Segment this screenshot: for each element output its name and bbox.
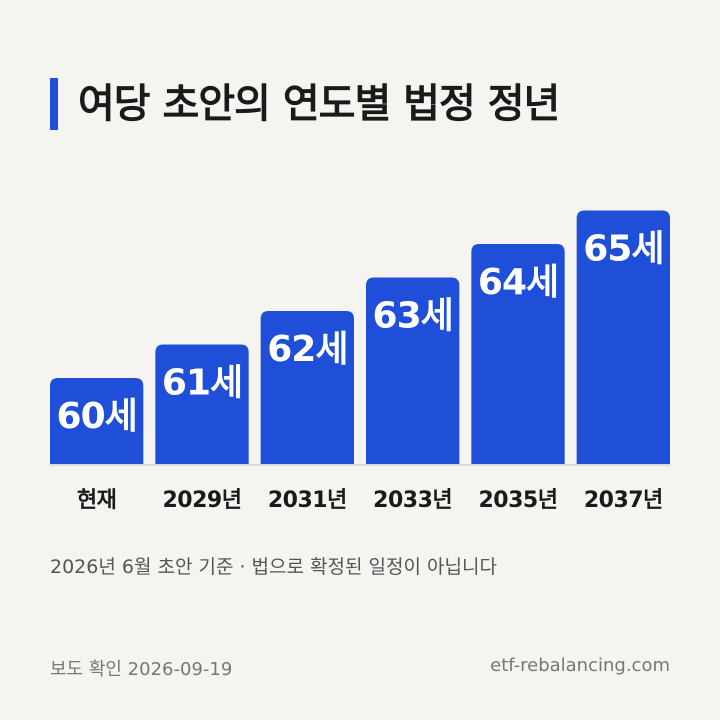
bar-2 [260, 311, 354, 464]
report-date: 보도 확인 2026-09-19 [50, 659, 233, 680]
category-label: 2035년 [479, 488, 558, 513]
bar-value-label: 60세 [57, 396, 137, 437]
category-label: 현재 [77, 488, 116, 513]
footnote: 2026년 6월 초안 기준 · 법으로 확정된 일정이 아닙니다 [50, 556, 497, 578]
bar-value-label: 61세 [162, 363, 242, 404]
title-accent-bar [50, 78, 58, 130]
bar-value-label: 63세 [373, 296, 453, 337]
bar-value-label: 62세 [267, 329, 347, 370]
category-label: 2031년 [268, 488, 347, 513]
bar-value-label: 64세 [478, 262, 558, 303]
bar-value-label: 65세 [583, 229, 663, 270]
category-label: 2029년 [163, 488, 242, 513]
category-label: 2033년 [373, 488, 452, 513]
page-title: 여당 초안의 연도별 법정 정년 [78, 81, 560, 127]
bar-0 [50, 378, 144, 464]
category-label: 2037년 [584, 488, 663, 513]
bar-5 [576, 210, 670, 464]
bar-3 [366, 277, 460, 464]
bar-1 [155, 344, 249, 464]
source-link[interactable]: etf-rebalancing.com [490, 655, 670, 676]
bar-4 [471, 244, 565, 464]
